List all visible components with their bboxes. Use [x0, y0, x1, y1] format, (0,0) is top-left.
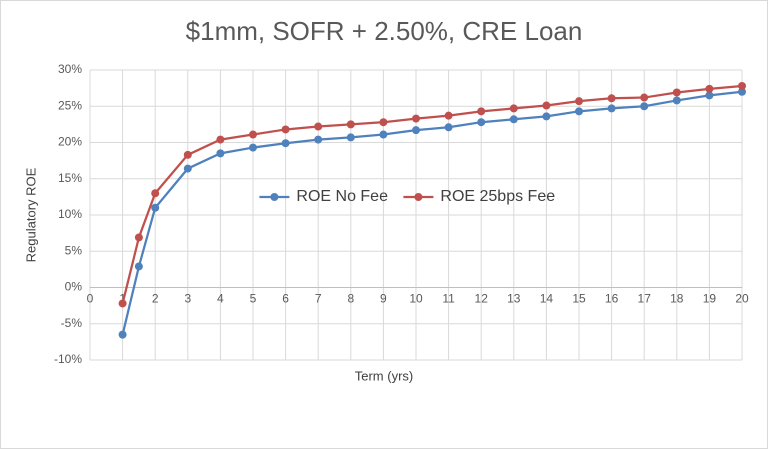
- x-tick-label: 6: [282, 292, 289, 306]
- data-point: [640, 93, 649, 102]
- data-point: [705, 84, 714, 93]
- data-point: [216, 149, 225, 158]
- y-tick-label: 5%: [65, 243, 83, 257]
- data-point: [444, 123, 453, 132]
- y-axis-title: Regulatory ROE: [23, 167, 38, 262]
- legend-marker: [414, 193, 423, 201]
- x-tick-label: 9: [380, 292, 387, 306]
- data-point: [705, 91, 714, 100]
- data-point: [542, 112, 551, 121]
- y-tick-label: 15%: [58, 171, 82, 185]
- x-tick-label: 20: [735, 292, 749, 306]
- data-point: [738, 81, 746, 90]
- data-point: [314, 135, 323, 144]
- x-tick-label: 17: [638, 292, 652, 306]
- y-tick-label: 10%: [58, 207, 82, 221]
- data-point: [672, 88, 681, 97]
- data-point: [542, 101, 551, 110]
- data-point: [607, 104, 616, 113]
- data-point: [607, 94, 616, 103]
- x-tick-label: 12: [475, 292, 489, 306]
- x-tick-label: 15: [572, 292, 586, 306]
- y-tick-label: 30%: [58, 62, 82, 76]
- data-point: [738, 87, 746, 96]
- data-point: [151, 203, 160, 212]
- y-tick-label: 0%: [65, 280, 83, 294]
- data-point: [444, 111, 453, 120]
- x-axis-title: Term (yrs): [355, 368, 414, 383]
- data-point: [151, 189, 160, 198]
- chart-title: $1mm, SOFR + 2.50%, CRE Loan: [186, 16, 583, 46]
- data-point: [249, 130, 257, 139]
- data-point: [314, 122, 323, 131]
- data-point: [281, 125, 290, 134]
- x-tick-label: 16: [605, 292, 619, 306]
- data-point: [412, 114, 420, 123]
- data-point: [477, 107, 486, 116]
- data-point: [134, 262, 143, 271]
- data-point: [412, 126, 420, 135]
- data-point: [509, 104, 518, 113]
- data-point: [249, 143, 257, 152]
- data-point: [575, 107, 583, 116]
- x-tick-label: 11: [442, 292, 455, 306]
- legend-label: ROE 25bps Fee: [440, 188, 555, 205]
- x-tick-label: 3: [184, 292, 191, 306]
- y-tick-label: -5%: [61, 316, 83, 330]
- x-tick-label: 19: [703, 292, 717, 306]
- x-tick-label: 10: [409, 292, 423, 306]
- x-tick-label: 14: [540, 292, 554, 306]
- data-point: [379, 130, 388, 139]
- y-tick-label: 20%: [58, 135, 82, 149]
- x-tick-label: 13: [507, 292, 521, 306]
- data-point: [509, 115, 518, 124]
- legend-label: ROE No Fee: [296, 188, 388, 205]
- data-point: [346, 133, 355, 142]
- data-point: [183, 150, 192, 159]
- data-point: [118, 330, 127, 339]
- x-tick-label: 0: [87, 292, 94, 306]
- x-tick-label: 18: [670, 292, 684, 306]
- data-point: [640, 102, 649, 111]
- data-point: [118, 299, 127, 308]
- data-point: [575, 97, 583, 106]
- data-point: [379, 118, 388, 127]
- x-tick-label: 2: [152, 292, 159, 306]
- data-point: [281, 139, 290, 148]
- legend-marker: [270, 193, 279, 201]
- data-point: [183, 164, 192, 173]
- y-tick-label: -10%: [54, 352, 82, 366]
- data-point: [216, 135, 225, 144]
- data-point: [672, 96, 681, 105]
- x-tick-label: 5: [250, 292, 257, 306]
- data-point: [134, 233, 143, 242]
- x-tick-label: 7: [315, 292, 322, 306]
- x-tick-label: 8: [347, 292, 354, 306]
- data-point: [477, 118, 486, 127]
- y-tick-label: 25%: [58, 98, 82, 112]
- data-point: [346, 120, 355, 129]
- x-tick-label: 4: [217, 292, 224, 306]
